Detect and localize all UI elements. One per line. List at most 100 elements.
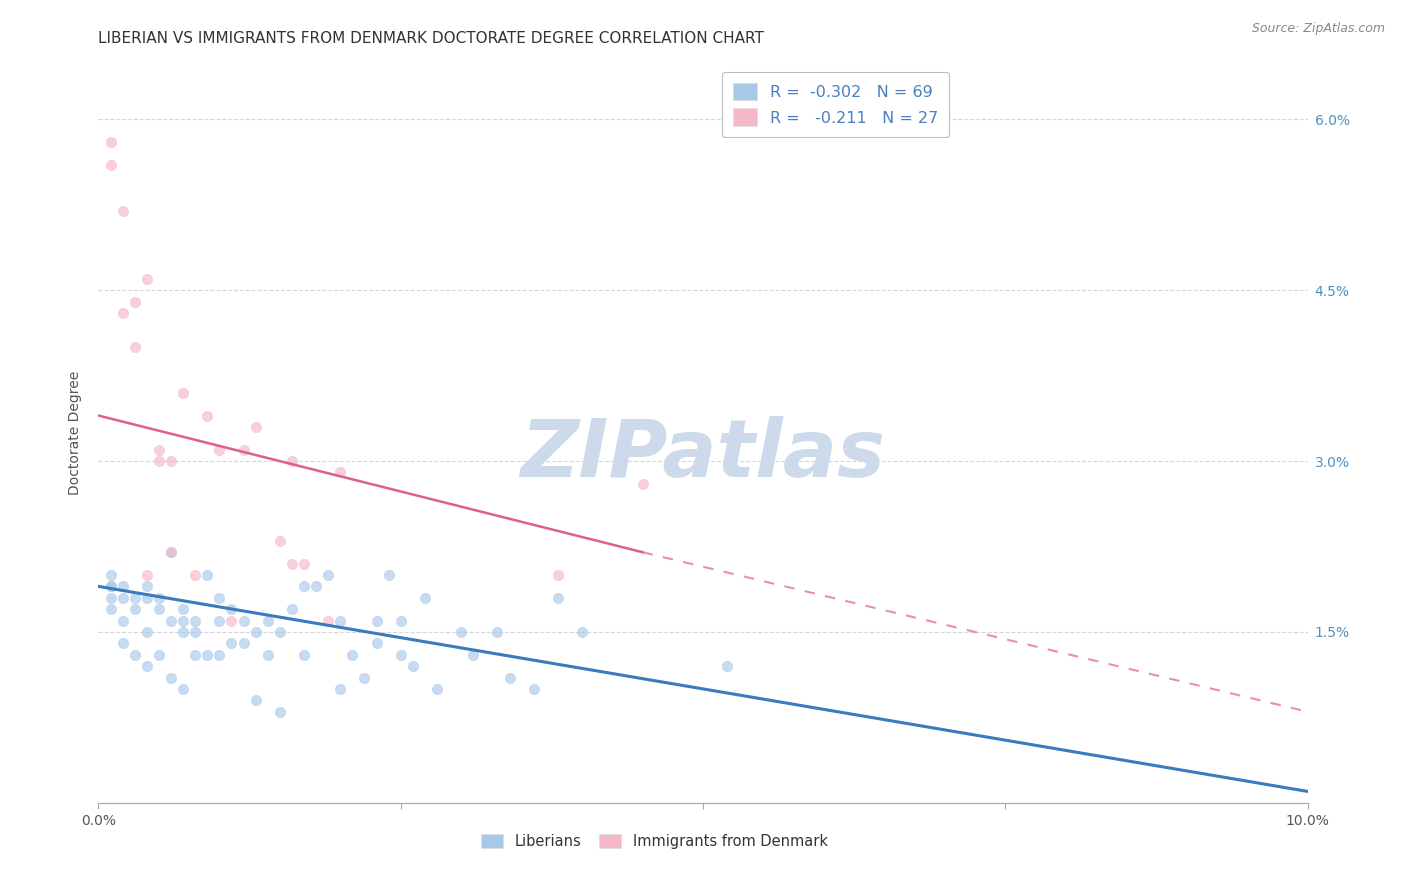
Point bbox=[716, 659, 738, 673]
Legend: Liberians, Immigrants from Denmark: Liberians, Immigrants from Denmark bbox=[475, 828, 834, 855]
Point bbox=[232, 636, 254, 650]
Point bbox=[111, 203, 134, 218]
Point bbox=[245, 420, 267, 434]
Point bbox=[292, 579, 315, 593]
Point bbox=[463, 648, 485, 662]
Point bbox=[111, 579, 134, 593]
Point bbox=[195, 409, 218, 423]
Point bbox=[160, 614, 183, 628]
Point bbox=[292, 557, 315, 571]
Point bbox=[208, 648, 231, 662]
Point bbox=[160, 671, 183, 685]
Point bbox=[232, 442, 254, 457]
Point bbox=[124, 602, 146, 616]
Point bbox=[281, 557, 304, 571]
Point bbox=[111, 591, 134, 605]
Point bbox=[208, 591, 231, 605]
Point bbox=[245, 624, 267, 639]
Text: LIBERIAN VS IMMIGRANTS FROM DENMARK DOCTORATE DEGREE CORRELATION CHART: LIBERIAN VS IMMIGRANTS FROM DENMARK DOCT… bbox=[98, 31, 765, 46]
Point bbox=[413, 591, 436, 605]
Point bbox=[184, 568, 207, 582]
Point bbox=[135, 272, 157, 286]
Point bbox=[366, 614, 388, 628]
Point bbox=[389, 648, 412, 662]
Point bbox=[100, 579, 122, 593]
Point bbox=[100, 579, 122, 593]
Point bbox=[148, 648, 170, 662]
Point bbox=[426, 681, 449, 696]
Point bbox=[316, 614, 339, 628]
Point bbox=[571, 624, 593, 639]
Point bbox=[124, 648, 146, 662]
Point bbox=[172, 385, 194, 400]
Point bbox=[111, 306, 134, 320]
Point bbox=[135, 659, 157, 673]
Point bbox=[172, 614, 194, 628]
Point bbox=[172, 624, 194, 639]
Point bbox=[100, 135, 122, 149]
Point bbox=[184, 624, 207, 639]
Point bbox=[111, 614, 134, 628]
Point bbox=[256, 614, 278, 628]
Point bbox=[135, 568, 157, 582]
Point bbox=[305, 579, 328, 593]
Point bbox=[160, 545, 183, 559]
Point bbox=[269, 705, 291, 719]
Point bbox=[148, 442, 170, 457]
Point bbox=[389, 614, 412, 628]
Point bbox=[221, 614, 243, 628]
Point bbox=[450, 624, 472, 639]
Point bbox=[124, 591, 146, 605]
Point bbox=[342, 648, 364, 662]
Point bbox=[547, 591, 569, 605]
Point bbox=[316, 568, 339, 582]
Point bbox=[172, 602, 194, 616]
Point bbox=[329, 614, 352, 628]
Point bbox=[100, 602, 122, 616]
Point bbox=[148, 602, 170, 616]
Point bbox=[353, 671, 375, 685]
Point bbox=[256, 648, 278, 662]
Point bbox=[329, 466, 352, 480]
Point bbox=[245, 693, 267, 707]
Point bbox=[184, 614, 207, 628]
Point bbox=[135, 591, 157, 605]
Point bbox=[366, 636, 388, 650]
Point bbox=[498, 671, 520, 685]
Point bbox=[100, 591, 122, 605]
Point bbox=[377, 568, 399, 582]
Point bbox=[100, 158, 122, 172]
Point bbox=[221, 636, 243, 650]
Point bbox=[172, 681, 194, 696]
Point bbox=[195, 568, 218, 582]
Point bbox=[100, 568, 122, 582]
Point bbox=[160, 545, 183, 559]
Point bbox=[160, 454, 183, 468]
Text: Source: ZipAtlas.com: Source: ZipAtlas.com bbox=[1251, 22, 1385, 36]
Point bbox=[208, 442, 231, 457]
Point bbox=[111, 636, 134, 650]
Point bbox=[232, 614, 254, 628]
Point bbox=[269, 533, 291, 548]
Point bbox=[292, 648, 315, 662]
Point bbox=[402, 659, 425, 673]
Y-axis label: Doctorate Degree: Doctorate Degree bbox=[69, 370, 83, 495]
Point bbox=[631, 476, 654, 491]
Point bbox=[195, 648, 218, 662]
Point bbox=[124, 340, 146, 354]
Point bbox=[523, 681, 546, 696]
Point bbox=[124, 294, 146, 309]
Point bbox=[148, 591, 170, 605]
Point bbox=[281, 602, 304, 616]
Point bbox=[135, 624, 157, 639]
Point bbox=[135, 579, 157, 593]
Point bbox=[184, 648, 207, 662]
Point bbox=[148, 454, 170, 468]
Point bbox=[547, 568, 569, 582]
Point bbox=[269, 624, 291, 639]
Text: ZIPatlas: ZIPatlas bbox=[520, 416, 886, 494]
Point bbox=[281, 454, 304, 468]
Point bbox=[486, 624, 509, 639]
Point bbox=[329, 681, 352, 696]
Point bbox=[208, 614, 231, 628]
